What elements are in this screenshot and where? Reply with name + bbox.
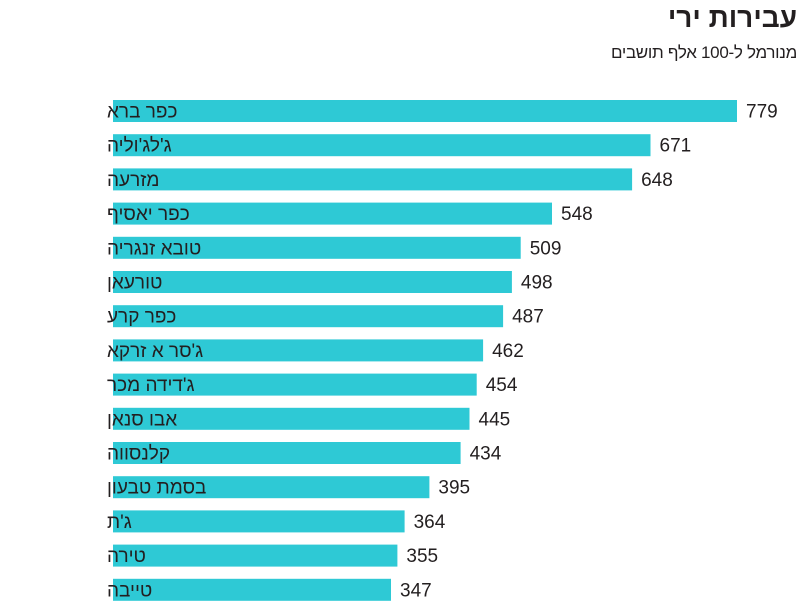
category-label: כפר ברא <box>107 102 177 123</box>
value-label: 364 <box>414 512 446 533</box>
chart-subtitle: מנורמל ל-100 אלף תושבים <box>610 43 797 62</box>
value-label: 509 <box>530 238 562 259</box>
value-label: 498 <box>521 273 553 294</box>
category-label: ג'דידה מכר <box>107 375 195 396</box>
category-label: טובא זנגריה <box>107 238 201 259</box>
bar <box>113 305 504 328</box>
bar <box>113 578 391 601</box>
category-label: מזרעה <box>107 170 159 191</box>
category-label: ג'לג'וליה <box>107 136 172 157</box>
category-label: אבו סנאן <box>107 409 177 430</box>
category-label: כפר קרע <box>107 307 176 328</box>
bar <box>113 100 737 122</box>
bar <box>113 544 398 567</box>
value-label: 462 <box>492 341 524 362</box>
bar <box>113 476 430 499</box>
value-label: 355 <box>406 546 438 567</box>
category-label: ג'סר א זרקא <box>107 341 203 362</box>
value-label: 395 <box>438 478 470 499</box>
bar <box>113 442 461 464</box>
bar <box>113 168 633 191</box>
category-label: בסמת טבעון <box>107 478 206 499</box>
bar <box>113 134 651 157</box>
bar <box>113 339 484 362</box>
value-label: 434 <box>470 444 502 465</box>
category-label: טירה <box>107 546 146 567</box>
category-label: קלנסווה <box>107 444 170 465</box>
category-label: כפר יאסיף <box>107 204 190 225</box>
category-label: טורעאן <box>107 273 162 294</box>
value-label: 454 <box>486 375 518 396</box>
value-label: 445 <box>479 409 511 430</box>
value-label: 548 <box>561 204 593 225</box>
category-label: ג'ת <box>107 512 132 533</box>
chart-title: עבירות ירי <box>667 2 797 33</box>
category-label: טייבה <box>107 580 152 601</box>
value-label: 648 <box>641 170 673 191</box>
bar <box>113 236 521 259</box>
bars-group: כפר ברא 779 ג'לג'וליה 671 מזרעה 648 כפר יאסיף 5… <box>107 100 778 601</box>
value-label: 779 <box>746 102 778 123</box>
bar <box>113 373 477 396</box>
value-label: 487 <box>512 307 544 328</box>
bar <box>113 271 512 293</box>
bar <box>113 407 470 430</box>
bar <box>113 510 405 533</box>
value-label: 347 <box>400 580 432 601</box>
bar <box>113 202 552 225</box>
value-label: 671 <box>660 136 692 157</box>
